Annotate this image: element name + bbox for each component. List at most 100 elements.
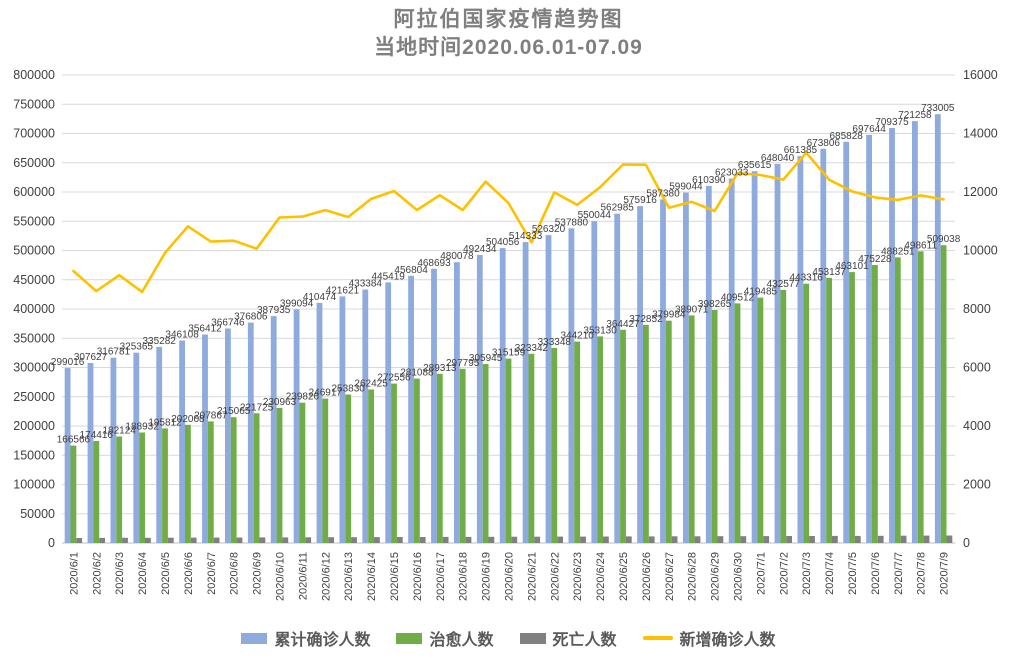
- bar-deaths: [557, 536, 563, 543]
- x-axis-label: 2020/6/13: [343, 552, 355, 601]
- data-label: 587380: [646, 188, 680, 199]
- data-label: 433384: [349, 279, 383, 290]
- x-axis-label: 2020/6/5: [160, 552, 172, 595]
- bar-cured: [574, 341, 581, 543]
- data-label: 246917: [309, 388, 343, 399]
- data-label: 610390: [692, 175, 726, 186]
- bar-cumulative-confirmed: [545, 235, 552, 543]
- bar-cured: [482, 364, 489, 543]
- bar-cumulative-confirmed: [270, 316, 277, 543]
- x-axis-label: 2020/7/6: [870, 552, 882, 595]
- bar-cured: [551, 348, 558, 543]
- bar-cumulative-confirmed: [774, 163, 781, 543]
- bar-cumulative-confirmed: [454, 262, 460, 543]
- bar-cured: [391, 383, 397, 543]
- y-axis-left-tick: 350000: [13, 331, 55, 345]
- bar-cured: [894, 257, 901, 543]
- data-label: 468693: [417, 258, 451, 269]
- data-label: 421621: [326, 285, 360, 296]
- legend-item: 累计确诊人数: [241, 626, 370, 650]
- bar-cumulative-confirmed: [156, 346, 163, 543]
- data-label: 195812: [148, 417, 182, 428]
- data-label: 709375: [875, 117, 909, 128]
- bar-cured: [826, 277, 832, 543]
- data-label: 379984: [652, 310, 686, 321]
- x-axis-label: 2020/7/5: [847, 552, 859, 595]
- y-axis-right-tick: 6000: [963, 361, 991, 375]
- x-axis-label: 2020/6/30: [733, 552, 745, 601]
- x-axis-label: 2020/6/20: [504, 552, 516, 601]
- bar-deaths: [282, 537, 289, 543]
- x-axis-label: 2020/7/2: [778, 552, 790, 595]
- data-label: 509038: [927, 234, 961, 245]
- y-axis-right-tick: 0: [963, 536, 970, 550]
- bar-cumulative-confirmed: [797, 156, 804, 543]
- data-label: 419485: [744, 287, 778, 298]
- bar-cumulative-confirmed: [751, 171, 758, 543]
- legend-item: 死亡人数: [519, 626, 617, 650]
- data-label: 514333: [509, 231, 543, 242]
- data-label: 475228: [858, 254, 892, 265]
- bar-deaths: [259, 537, 266, 543]
- data-label: 315159: [492, 348, 526, 359]
- data-label: 230963: [263, 397, 297, 408]
- bar-cured: [93, 441, 100, 543]
- bar-cumulative-confirmed: [889, 128, 895, 543]
- bar-cumulative-confirmed: [660, 199, 666, 543]
- data-label: 305945: [469, 353, 503, 364]
- data-label: 353130: [583, 325, 617, 336]
- chart-title-block: 阿拉伯国家疫情趋势图 当地时间2020.06.01-07.09: [0, 6, 1017, 62]
- bar-deaths: [625, 536, 632, 543]
- bar-cumulative-confirmed: [568, 228, 575, 544]
- chart-subtitle: 当地时间2020.06.01-07.09: [374, 36, 643, 59]
- x-axis-label: 2020/6/19: [481, 552, 493, 601]
- data-label: 623033: [715, 168, 749, 179]
- data-label: 333348: [538, 337, 572, 348]
- data-label: 661385: [784, 145, 818, 156]
- bar-deaths: [854, 535, 861, 543]
- bar-deaths: [351, 537, 357, 543]
- bar-cumulative-confirmed: [591, 221, 598, 543]
- bar-cured: [459, 368, 466, 543]
- bar-cured: [276, 407, 283, 543]
- data-label: 453137: [812, 267, 846, 278]
- bar-cumulative-confirmed: [820, 148, 827, 544]
- x-axis-label: 2020/6/7: [206, 552, 218, 595]
- data-label: 289313: [423, 363, 457, 374]
- y-axis-left-tick: 150000: [13, 448, 55, 462]
- data-label: 346108: [165, 330, 199, 341]
- data-label: 262425: [354, 379, 388, 390]
- data-label: 387935: [257, 305, 291, 316]
- data-label: 366746: [211, 318, 245, 329]
- data-label: 188932: [125, 422, 159, 433]
- data-label: 635615: [738, 160, 772, 171]
- bar-deaths: [603, 536, 609, 543]
- x-axis-label: 2020/6/4: [137, 552, 149, 595]
- bar-cured: [414, 378, 420, 543]
- bar-deaths: [213, 537, 220, 543]
- bar-cumulative-confirmed: [728, 178, 735, 543]
- data-label: 307627: [74, 352, 108, 363]
- bar-cured: [505, 358, 512, 543]
- data-label: 389071: [675, 304, 709, 315]
- bar-cumulative-confirmed: [912, 121, 918, 543]
- bar-deaths: [236, 537, 243, 543]
- bar-deaths: [374, 537, 380, 543]
- data-label: 215065: [217, 406, 251, 417]
- x-axis-label: 2020/6/15: [389, 552, 401, 601]
- x-axis-label: 2020/6/2: [91, 552, 103, 595]
- x-axis-label: 2020/6/16: [412, 552, 424, 601]
- y-axis-left-tick: 550000: [13, 214, 55, 228]
- data-label: 364427: [606, 319, 640, 330]
- y-axis-left-tick: 750000: [13, 98, 55, 112]
- bar-deaths: [946, 535, 953, 543]
- data-label: 202008: [171, 414, 205, 425]
- bar-cured: [299, 402, 306, 543]
- legend-color-swatch: [519, 632, 546, 644]
- y-axis-right-tick: 8000: [963, 302, 991, 316]
- x-axis-label: 2020/6/21: [526, 552, 538, 601]
- x-axis-label: 2020/6/24: [595, 552, 607, 601]
- y-axis-left-tick: 700000: [13, 127, 55, 141]
- data-label: 409512: [721, 292, 755, 303]
- bar-cured: [230, 417, 237, 543]
